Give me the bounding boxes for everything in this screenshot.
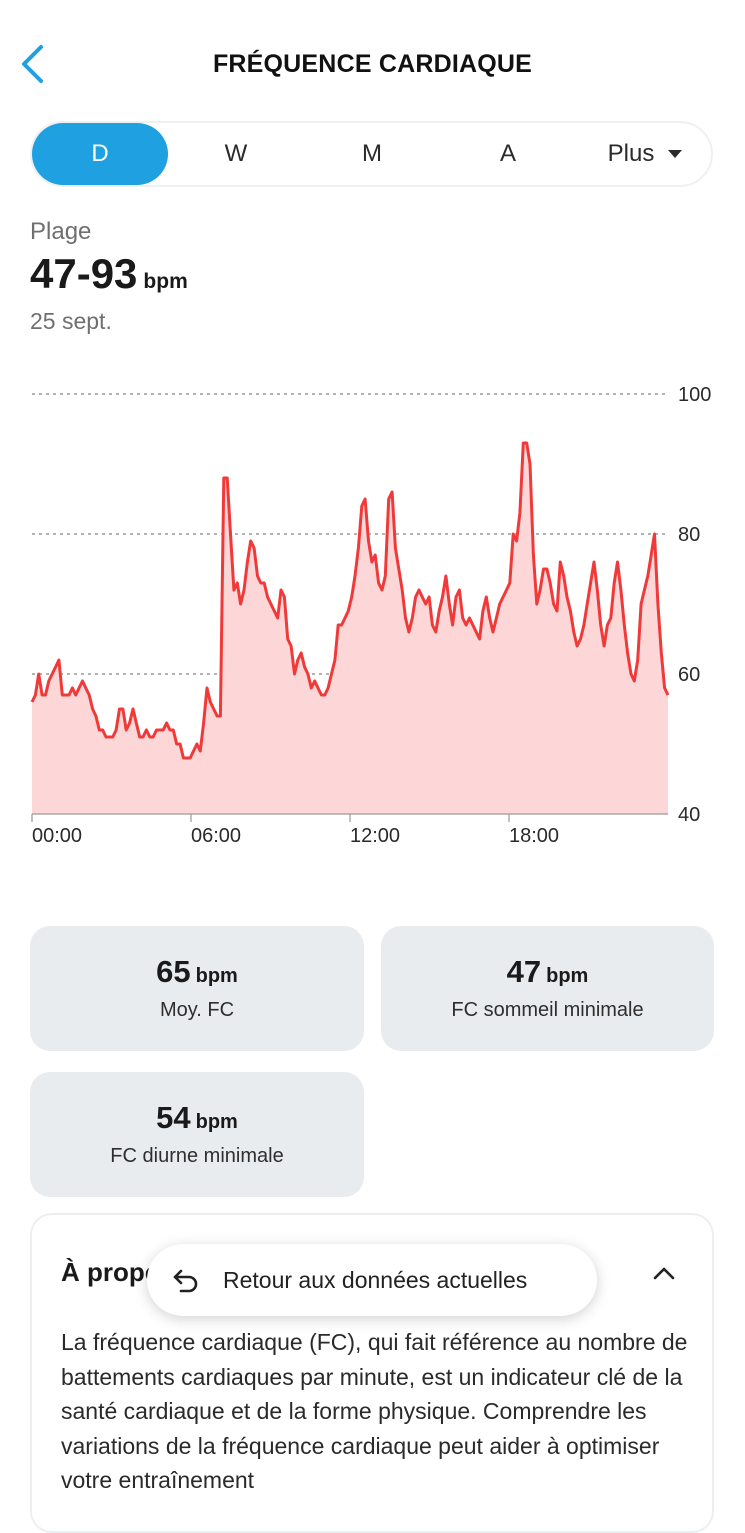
- range-label: Plage: [30, 218, 92, 245]
- more-dropdown[interactable]: Plus: [580, 123, 710, 185]
- stat-unit: bpm: [546, 965, 589, 987]
- tab-month[interactable]: M: [362, 140, 382, 167]
- stat-label: FC sommeil minimale: [451, 999, 644, 1021]
- period-selector: D W M A Plus: [30, 121, 713, 187]
- heart-rate-area: [32, 443, 668, 814]
- x-tick-label: 18:00: [509, 825, 559, 847]
- header: FRÉQUENCE CARDIAQUE: [0, 0, 745, 130]
- y-tick-label: 60: [678, 664, 700, 686]
- stat-label: FC diurne minimale: [110, 1145, 284, 1167]
- stat-value: 65 bpm: [30, 954, 364, 990]
- range-value: 47-93 bpm: [30, 250, 188, 298]
- x-tick-label: 00:00: [32, 825, 82, 847]
- undo-arrow-icon: [173, 1269, 198, 1293]
- tab-day[interactable]: D: [32, 123, 168, 185]
- tab-week[interactable]: W: [224, 140, 248, 167]
- stat-card-day-min: 54 bpm FC diurne minimale: [30, 1072, 364, 1197]
- heart-rate-line: [30, 441, 670, 760]
- range-unit: bpm: [143, 270, 188, 293]
- more-label: Plus: [607, 140, 655, 167]
- stat-number: 54: [156, 1100, 191, 1135]
- stat-unit: bpm: [195, 1111, 238, 1133]
- tab-year[interactable]: A: [499, 140, 516, 167]
- stat-number: 65: [156, 954, 191, 989]
- stat-number: 47: [506, 954, 542, 989]
- about-text: La fréquence cardiaque (FC), qui fait ré…: [61, 1329, 688, 1493]
- stat-label: Moy. FC: [159, 999, 235, 1021]
- stat-card-sleep-min: 47 bpm FC sommeil minimale: [381, 926, 714, 1051]
- stat-card-average: 65 bpm Moy. FC: [30, 926, 364, 1051]
- x-tick-label: 12:00: [350, 825, 400, 847]
- caret-down-icon: [668, 150, 683, 158]
- heart-rate-chart[interactable]: 100 80 60 40 00:00 06:00 12:00 18:00: [0, 370, 745, 860]
- chevron-left-icon: [22, 45, 43, 83]
- stat-value: 54 bpm: [30, 1100, 364, 1136]
- page-title: FRÉQUENCE CARDIAQUE: [212, 50, 533, 78]
- chevron-up-icon[interactable]: [652, 1263, 676, 1283]
- range-number: 47-93: [30, 250, 138, 297]
- return-label: Retour aux données actuelles: [223, 1267, 528, 1293]
- y-tick-label: 80: [678, 524, 700, 546]
- y-tick-label: 100: [678, 384, 711, 406]
- range-date: 25 sept.: [30, 308, 112, 334]
- return-to-current-button[interactable]: Retour aux données actuelles: [147, 1244, 597, 1316]
- stat-value: 47 bpm: [381, 954, 714, 990]
- stat-unit: bpm: [195, 965, 238, 987]
- y-tick-label: 40: [678, 804, 700, 826]
- y-axis-ticks: 100 80 60 40: [678, 384, 711, 826]
- x-axis-ticks: 00:00 06:00 12:00 18:00: [31, 814, 559, 847]
- x-tick-label: 06:00: [191, 825, 241, 847]
- back-button[interactable]: [10, 40, 54, 88]
